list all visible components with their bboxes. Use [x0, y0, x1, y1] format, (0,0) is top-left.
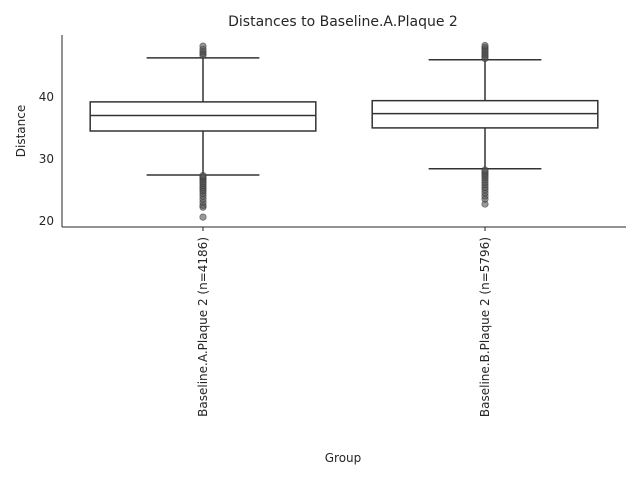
x-tick-label: Baseline.B.Plaque 2 (n=5796): [478, 237, 492, 417]
outlier-point: [199, 213, 207, 221]
boxes: [89, 41, 599, 221]
y-tick-label: 30: [39, 152, 54, 166]
chart-title: Distances to Baseline.A.Plaque 2: [228, 14, 458, 30]
x-ticks: Baseline.A.Plaque 2 (n=4186) Baseline.B.P…: [196, 227, 492, 417]
box-iqr: [89, 101, 317, 132]
box-group: [371, 41, 599, 208]
y-axis-label: Distance: [14, 105, 28, 157]
outlier-point: [481, 166, 489, 174]
box-group: [89, 42, 317, 221]
y-tick-label: 20: [39, 214, 54, 228]
outlier-point: [199, 171, 207, 180]
outlier-point: [199, 42, 207, 50]
y-ticks: 20 30 40: [39, 90, 54, 228]
x-axis-label: Group: [325, 451, 362, 465]
y-tick-label: 40: [39, 90, 54, 104]
x-tick-label: Baseline.A.Plaque 2 (n=4186): [196, 237, 210, 417]
outlier-point: [481, 41, 489, 50]
